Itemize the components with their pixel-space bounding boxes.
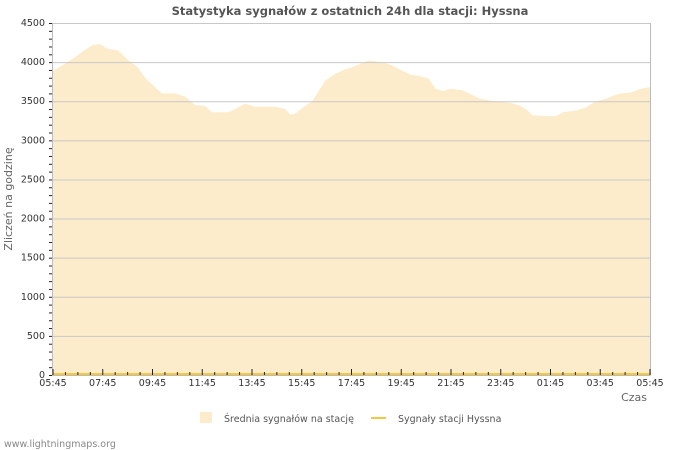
x-tick-label: 05:45 xyxy=(39,378,66,389)
x-tick-label: 01:45 xyxy=(537,378,564,389)
legend-area-swatch xyxy=(200,412,212,423)
y-axis-ticks: 0 500 1000 1500 2000 2500 3000 3500 4000 4500 xyxy=(21,18,52,381)
x-tick-label: 13:45 xyxy=(238,378,265,389)
y-tick-label: 3000 xyxy=(21,135,45,146)
footer-credit: www.lightningmaps.org xyxy=(4,439,116,450)
y-tick-label: 4500 xyxy=(21,18,45,29)
y-tick-label: 2500 xyxy=(21,174,45,185)
legend-area-label: Średnia sygnałów na stację xyxy=(224,413,354,425)
y-tick-label: 3500 xyxy=(21,96,45,107)
x-tick-label: 21:45 xyxy=(437,378,464,389)
x-tick-label: 09:45 xyxy=(139,378,166,389)
y-tick-label: 500 xyxy=(27,331,45,342)
x-tick-label: 23:45 xyxy=(487,378,514,389)
average-signals-area xyxy=(53,44,650,375)
x-tick-label: 07:45 xyxy=(89,378,116,389)
y-tick-label: 1500 xyxy=(21,253,45,264)
grid-lines xyxy=(53,23,650,337)
y-axis-label: Zliczeń na godzinę xyxy=(2,147,15,250)
x-tick-label: 19:45 xyxy=(388,378,415,389)
y-tick-label: 1000 xyxy=(21,292,45,303)
x-tick-label: 11:45 xyxy=(189,378,216,389)
chart-title: Statystyka sygnałów z ostatnich 24h dla … xyxy=(172,4,529,18)
axes xyxy=(52,23,651,376)
legend: Średnia sygnałów na stację Sygnały stacj… xyxy=(200,412,501,425)
y-tick-label: 4000 xyxy=(21,57,45,68)
y-tick-label: 0 xyxy=(39,370,45,381)
x-axis-ticks: 05:45 07:45 09:45 11:45 13:45 15:45 17:45 19:45… xyxy=(39,369,664,389)
x-tick-label: 03:45 xyxy=(587,378,614,389)
x-tick-label: 05:45 xyxy=(636,378,663,389)
legend-line-label: Sygnały stacji Hyssna xyxy=(398,414,501,425)
x-tick-label: 15:45 xyxy=(288,378,315,389)
y-tick-label: 2000 xyxy=(21,214,45,225)
x-tick-label: 17:45 xyxy=(338,378,365,389)
x-axis-label: Czas xyxy=(621,391,647,404)
